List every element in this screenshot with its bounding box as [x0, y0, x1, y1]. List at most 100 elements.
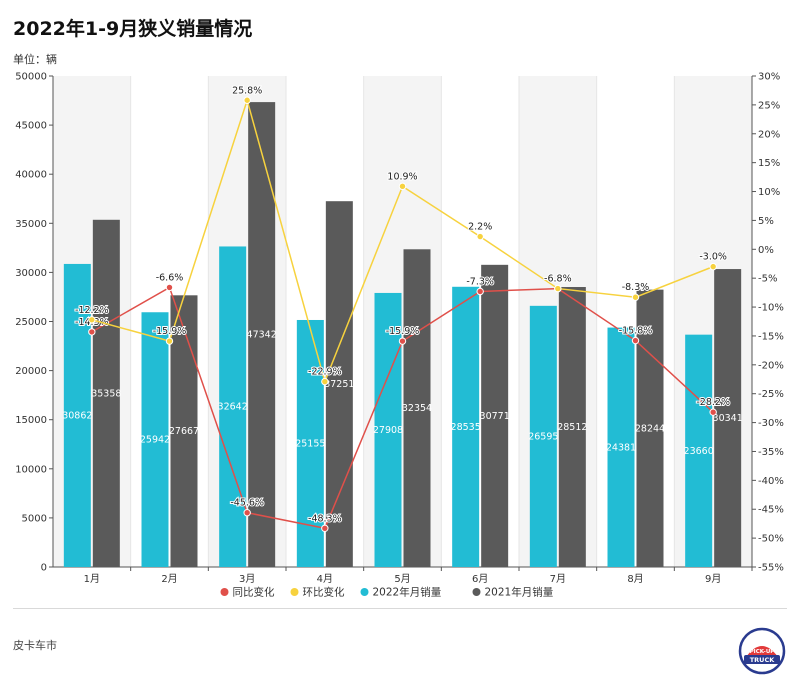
y-right-tick-label: -25%	[758, 389, 784, 400]
bar-2022	[374, 292, 402, 567]
y-left-tick-label: 0	[41, 563, 47, 574]
x-tick-label: 8月	[627, 573, 643, 585]
svg-text:TRUCK: TRUCK	[750, 656, 775, 664]
bar-value-label: 27908	[373, 425, 403, 436]
x-tick-label: 4月	[317, 573, 333, 585]
bar-value-label: 47342	[247, 330, 277, 341]
line-point	[398, 337, 407, 345]
line-value-label: -6.6%	[156, 272, 184, 283]
y-right-tick-label: 30%	[758, 72, 780, 83]
line-point	[243, 96, 251, 104]
x-tick-label: 3月	[239, 573, 255, 585]
bar-2022	[529, 305, 557, 567]
line-point	[165, 337, 174, 345]
line-value-label: -15.8%	[619, 326, 653, 337]
y-left-tick-label: 5000	[22, 513, 47, 524]
line-value-label: -3.0%	[699, 252, 727, 263]
line-value-label: -45.6%	[230, 498, 264, 509]
line-value-label: -48.3%	[308, 513, 342, 524]
x-tick-label: 7月	[550, 573, 566, 585]
unit-label: 单位：辆	[13, 53, 57, 66]
bar-2021	[170, 295, 198, 567]
bar-2022	[141, 312, 169, 567]
line-value-label: -15.9%	[386, 326, 420, 337]
bar-2021	[558, 287, 586, 567]
line-point	[631, 336, 640, 345]
y-right-tick-label: 0%	[758, 245, 774, 256]
legend-marker	[290, 588, 299, 596]
y-left-tick-label: 20000	[15, 366, 47, 377]
line-value-label: -28.2%	[696, 397, 730, 408]
bar-2021	[714, 269, 742, 567]
y-right-tick-label: -5%	[758, 274, 777, 285]
line-value-label: -15.9%	[153, 326, 187, 337]
y-right-tick-label: 10%	[758, 187, 780, 198]
line-point	[398, 182, 407, 191]
line-value-label: -7.3%	[466, 276, 494, 287]
bar-value-label: 25942	[140, 435, 170, 446]
legend-marker	[220, 588, 229, 596]
y-right-tick-label: 25%	[758, 100, 780, 111]
y-right-tick-label: -50%	[758, 534, 784, 545]
bar-2022	[219, 246, 247, 567]
y-right-tick-label: -55%	[758, 563, 784, 574]
y-left-tick-label: 40000	[15, 170, 47, 181]
legend-label: 2021年月销量	[485, 586, 554, 599]
sales-chart: 0 5000 10000 15000 20000 25000 30000 35000 40000…	[15, 72, 784, 599]
line-value-label: 10.9%	[387, 171, 417, 182]
y-left-tick-label: 45000	[15, 121, 47, 132]
bar-2022	[63, 263, 91, 567]
line-point	[476, 232, 484, 241]
legend-label: 同比变化	[233, 586, 275, 599]
x-tick-label: 1月	[84, 573, 100, 585]
bar-value-label: 28244	[635, 423, 665, 434]
line-value-label: -12.2%	[75, 305, 109, 316]
page-title: 2022年1-9月狭义销量情况	[13, 18, 253, 40]
y-left-tick-label: 35000	[15, 219, 47, 230]
bar-2021	[325, 201, 353, 567]
x-tick-label: 5月	[394, 573, 410, 585]
y-right-tick-label: -35%	[758, 447, 784, 458]
line-point	[709, 408, 717, 416]
bar-value-label: 25155	[295, 438, 325, 449]
line-value-label: -6.8%	[544, 274, 572, 285]
line-value-label: -6.8%	[544, 274, 572, 285]
bar-value-label: 27667	[169, 426, 199, 437]
line-value-label: 2.2%	[468, 222, 492, 233]
legend-marker	[472, 588, 481, 596]
y-left-tick-label: 30000	[15, 268, 47, 279]
y-right-tick-label: -30%	[758, 418, 784, 429]
line-point	[321, 524, 329, 532]
line-value-label: 25.8%	[232, 85, 262, 96]
bar-value-label: 30341	[713, 413, 743, 424]
legend-label: 2022年月销量	[373, 586, 442, 599]
line-point	[709, 262, 717, 271]
bar-value-label: 28535	[451, 422, 481, 433]
bar-value-label: 28512	[557, 422, 587, 433]
line-point	[165, 283, 174, 292]
bar-value-label: 32642	[218, 402, 248, 413]
y-right-tick-label: -15%	[758, 331, 784, 342]
line-value-label: -8.3%	[622, 282, 650, 293]
line-point	[88, 328, 96, 336]
bar-value-label: 37251	[324, 379, 354, 390]
bar-2021	[636, 289, 664, 567]
bar-value-label: 30862	[62, 410, 92, 421]
bar-2022	[607, 327, 635, 567]
y-right-tick-label: -40%	[758, 476, 784, 487]
bar-2021	[481, 264, 509, 567]
legend-marker	[360, 588, 369, 596]
y-right-tick-label: 15%	[758, 158, 780, 169]
line-point	[631, 293, 640, 301]
x-tick-label: 2月	[161, 573, 177, 585]
bar-2022	[685, 334, 713, 567]
y-right-tick-label: -10%	[758, 303, 784, 314]
x-tick-label: 9月	[705, 573, 721, 585]
legend-label: 环比变化	[303, 586, 345, 599]
y-left-tick-label: 15000	[15, 415, 47, 426]
y-right-tick-label: -45%	[758, 505, 784, 516]
pickup-truck-logo: TRUCK PICK-UP	[738, 627, 786, 675]
bar-2021	[403, 249, 431, 567]
svg-text:PICK-UP: PICK-UP	[750, 649, 775, 655]
bar-2021	[248, 102, 276, 567]
